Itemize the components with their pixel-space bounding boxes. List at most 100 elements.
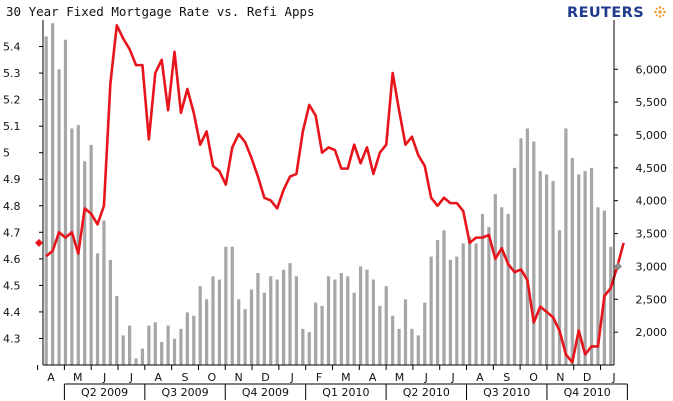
mortgage-rate-line — [45, 24, 625, 364]
right-axis-ticks: 2,000 2,500 3,000 3,500 4,000 4,500 5,000 5,500… — [614, 63, 667, 339]
right-tick-label: 2,000 — [636, 326, 668, 339]
quarter-label: Q4 2009 — [242, 386, 289, 399]
left-tick-label: 4.9 — [3, 173, 21, 186]
refi-bar — [429, 256, 433, 365]
quarter-label: Q4 2010 — [564, 386, 611, 399]
refi-bar — [57, 69, 61, 365]
refi-bar — [512, 167, 517, 365]
refi-bar — [256, 273, 260, 365]
refi-bar — [333, 279, 337, 365]
refi-bar — [506, 213, 510, 365]
month-tick-label: A — [47, 371, 55, 384]
refi-bar — [461, 243, 465, 365]
left-tick-label: 5 — [3, 147, 10, 160]
left-tick-label: 4.5 — [3, 279, 21, 292]
right-tick-label: 5,000 — [636, 129, 668, 142]
month-tick-label: A — [154, 371, 162, 384]
refi-bar — [108, 259, 112, 365]
right-tick-label: 2,500 — [636, 293, 668, 306]
refi-bar — [230, 246, 234, 365]
refi-bar — [346, 276, 350, 365]
right-tick-label: 6,000 — [636, 63, 668, 76]
left-tick-label: 4.4 — [3, 306, 21, 319]
refi-bar — [480, 213, 485, 365]
refi-bar — [371, 279, 376, 365]
refi-bar — [121, 335, 125, 365]
right-tick-label: 3,000 — [636, 260, 668, 273]
refi-bar — [153, 322, 157, 365]
left-tick-label: 5.2 — [3, 94, 21, 107]
refi-bar — [185, 312, 189, 365]
refi-bar — [487, 227, 491, 365]
refi-bar — [102, 220, 106, 365]
refi-bar — [519, 138, 523, 365]
refi-bar — [281, 269, 286, 365]
refi-bar — [442, 230, 446, 365]
refi-bar — [192, 315, 196, 365]
month-tick-label: A — [476, 371, 484, 384]
reuters-logo-icon — [654, 6, 666, 18]
refi-bar — [365, 269, 369, 365]
refi-bar — [249, 289, 254, 365]
refi-bar — [70, 128, 74, 365]
month-tick-label: D — [583, 371, 591, 384]
refi-bar — [288, 263, 292, 365]
refi-bar — [237, 299, 241, 365]
refi-bar — [538, 171, 542, 365]
refi-bar — [51, 23, 55, 365]
month-tick-label: M — [395, 371, 405, 384]
quarter-label: Q2 2009 — [81, 386, 128, 399]
refi-bar — [609, 246, 613, 365]
month-tick-label: S — [503, 371, 510, 384]
refi-bar — [577, 174, 581, 365]
refi-bar — [397, 328, 401, 365]
refi-bar — [448, 259, 452, 365]
refi-bar — [314, 302, 318, 365]
quarter-label: Q2 2010 — [403, 386, 450, 399]
month-tick-label: J — [102, 371, 106, 384]
month-tick-label: J — [290, 371, 294, 384]
refi-bar — [320, 305, 324, 365]
refi-bar — [134, 358, 138, 365]
chart-axes — [42, 20, 615, 366]
month-tick-label: N — [556, 371, 564, 384]
left-current-marker — [35, 238, 43, 247]
refi-bar — [410, 328, 414, 365]
refi-bar — [493, 194, 497, 365]
refi-bar — [423, 302, 427, 365]
refi-bar — [545, 174, 549, 365]
refi-bar — [224, 246, 228, 365]
chart-title: 30 Year Fixed Mortgage Rate vs. Refi App… — [6, 4, 315, 19]
refi-bar — [326, 276, 331, 365]
refi-bar — [147, 325, 151, 365]
refi-bar — [391, 315, 395, 365]
refi-bar — [160, 342, 164, 365]
refi-bar — [378, 305, 382, 365]
quarter-label: Q3 2010 — [483, 386, 530, 399]
refi-bar — [602, 210, 606, 365]
refi-bar — [115, 296, 119, 365]
month-tick-label: J — [611, 371, 615, 384]
refi-bar — [89, 144, 93, 365]
left-tick-label: 4.7 — [3, 226, 21, 239]
right-current-marker — [614, 262, 622, 271]
refi-bar — [358, 266, 363, 365]
refi-bar — [275, 279, 279, 365]
refi-bar — [352, 292, 356, 365]
left-tick-label: 5.3 — [3, 67, 21, 80]
left-axis-ticks: 4.3 4.4 4.5 4.6 4.7 4.8 4.9 5 5.1 5.2 5.3 5.4 — [3, 41, 43, 345]
left-tick-label: 5.4 — [3, 41, 21, 54]
refi-bar — [211, 276, 215, 365]
refi-bar — [172, 338, 177, 365]
left-tick-label: 4.6 — [3, 253, 21, 266]
refi-bar — [262, 292, 266, 365]
refi-apps-bars — [44, 23, 613, 366]
refi-bar — [557, 230, 562, 365]
month-tick-label: N — [235, 371, 243, 384]
refi-bar — [570, 158, 574, 365]
refi-bar — [95, 253, 100, 365]
refi-bar — [243, 309, 247, 365]
month-tick-label: S — [182, 371, 189, 384]
reuters-logo: REUTERS — [567, 5, 645, 21]
